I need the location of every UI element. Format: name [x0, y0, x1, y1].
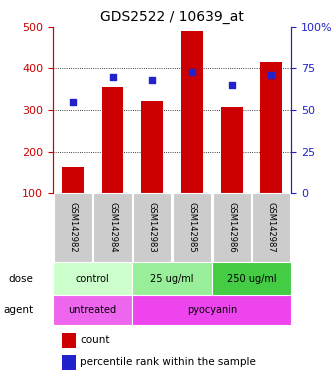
Point: [229, 82, 234, 88]
Bar: [181, 31, 203, 235]
Bar: [53, 262, 132, 295]
Text: count: count: [80, 335, 110, 345]
Point: [269, 72, 274, 78]
Text: GSM142984: GSM142984: [108, 202, 117, 253]
Text: GSM142985: GSM142985: [187, 202, 197, 253]
Bar: [132, 295, 291, 325]
Bar: [62, 167, 84, 235]
Bar: [141, 101, 163, 235]
Bar: [221, 107, 243, 235]
Point: [110, 74, 115, 80]
Bar: [93, 193, 132, 262]
Text: 25 ug/ml: 25 ug/ml: [150, 273, 194, 283]
Bar: [63, 355, 75, 370]
Bar: [173, 193, 211, 262]
Title: GDS2522 / 10639_at: GDS2522 / 10639_at: [100, 10, 244, 25]
Text: percentile rank within the sample: percentile rank within the sample: [80, 358, 256, 367]
Text: 250 ug/ml: 250 ug/ml: [227, 273, 276, 283]
Bar: [54, 193, 92, 262]
Text: GSM142983: GSM142983: [148, 202, 157, 253]
Text: GSM142987: GSM142987: [267, 202, 276, 253]
Bar: [133, 193, 171, 262]
Text: pyocyanin: pyocyanin: [187, 305, 237, 315]
Bar: [212, 262, 291, 295]
Point: [150, 77, 155, 83]
Bar: [260, 62, 282, 235]
Bar: [213, 193, 251, 262]
Text: GSM142986: GSM142986: [227, 202, 236, 253]
Text: agent: agent: [3, 305, 33, 315]
Bar: [132, 262, 212, 295]
Point: [189, 69, 195, 75]
Text: GSM142982: GSM142982: [68, 202, 77, 253]
Bar: [252, 193, 291, 262]
Point: [70, 99, 75, 105]
Text: untreated: untreated: [69, 305, 117, 315]
Text: dose: dose: [8, 273, 33, 283]
Bar: [53, 295, 132, 325]
Bar: [63, 333, 75, 348]
Text: control: control: [76, 273, 110, 283]
Bar: [102, 87, 123, 235]
